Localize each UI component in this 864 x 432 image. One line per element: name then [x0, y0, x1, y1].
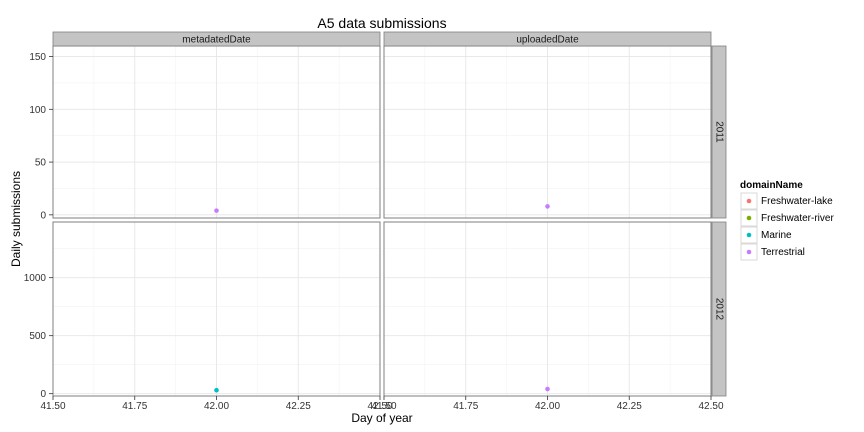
legend-marker [746, 232, 752, 238]
y-tick-label: 0 [40, 389, 46, 400]
x-tick-label: 41.75 [453, 401, 478, 412]
x-tick-label: 42.25 [617, 401, 642, 412]
x-tick-label: 41.50 [371, 401, 396, 412]
x-tick-label: 42.25 [286, 401, 311, 412]
x-tick-label: 42.00 [204, 401, 229, 412]
x-tick-label: 42.50 [698, 401, 723, 412]
y-tick-label: 500 [29, 331, 46, 342]
chart-title: A5 data submissions [317, 15, 446, 31]
facet-panels: 0 50 100 150 2011 0 500 1000 2012 metadatedDate up… [24, 31, 727, 412]
data-point [214, 387, 219, 393]
legend-marker [746, 215, 752, 221]
column-strip-label: metadatedDate [182, 35, 251, 46]
legend-marker [746, 249, 752, 255]
x-axis-title: Day of year [351, 411, 412, 425]
row-strip-2012 [711, 221, 727, 397]
x-tick-label: 41.75 [122, 401, 147, 412]
panel-metadatedDate-2012 [52, 221, 381, 397]
row-strip-2011 [711, 45, 727, 219]
y-tick-label: 1000 [24, 273, 47, 284]
legend-marker [746, 198, 752, 204]
x-tick-label: 42.00 [535, 401, 560, 412]
panel-uploadedDate-2011 [383, 45, 712, 219]
column-strip-metadatedDate [52, 31, 381, 47]
panel-metadatedDate-2011 [52, 45, 381, 219]
legend-label: Freshwater-lake [761, 196, 833, 207]
data-point [545, 386, 550, 392]
panel-uploadedDate-2012 [383, 221, 712, 397]
x-tick-label: 41.50 [40, 401, 65, 412]
legend-label: Terrestrial [761, 247, 805, 258]
column-strip-label: uploadedDate [516, 35, 579, 46]
y-axis-title: Daily submissions [9, 171, 23, 267]
y-tick-label: 100 [29, 105, 46, 116]
column-strip-uploadedDate [383, 31, 712, 47]
y-tick-label: 150 [29, 52, 46, 63]
row-strip-label: 2011 [714, 121, 725, 143]
data-point [214, 208, 219, 213]
y-tick-label: 0 [40, 210, 46, 221]
legend-title: domainName [740, 180, 803, 191]
legend-label: Freshwater-river [761, 213, 834, 224]
legend: domainName Freshwater-lake Freshwater-riv… [740, 180, 834, 261]
x-tick-label: 42.50 [367, 401, 392, 412]
data-point [545, 204, 550, 209]
y-tick-label: 50 [35, 158, 47, 169]
row-strip-label: 2012 [714, 298, 725, 321]
legend-label: Marine [761, 230, 792, 241]
